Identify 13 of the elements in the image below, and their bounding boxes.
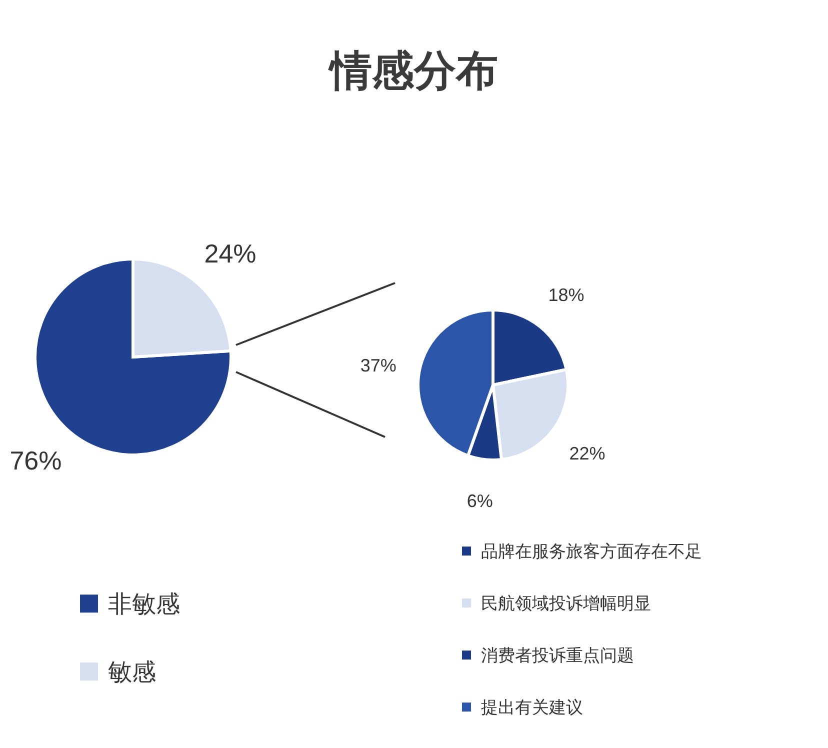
data-label: 22% — [569, 443, 606, 464]
legend-label: 非敏感 — [108, 591, 180, 618]
text: 情感分布 — [328, 47, 498, 94]
data-label: 76% — [10, 446, 62, 476]
legend-label: 消费者投诉重点问题 — [481, 646, 634, 665]
data-label: 37% — [360, 356, 396, 376]
legend-label: 敏感 — [108, 659, 156, 686]
data-label: 24% — [204, 238, 256, 269]
data-label: 18% — [548, 285, 584, 306]
data-label: 6% — [466, 490, 493, 511]
legend-label: 品牌在服务旅客方面存在不足 — [481, 542, 702, 561]
legend-label: 民航领域投诉增幅明显 — [481, 594, 651, 613]
legend-label: 提出有关建议 — [481, 698, 583, 717]
